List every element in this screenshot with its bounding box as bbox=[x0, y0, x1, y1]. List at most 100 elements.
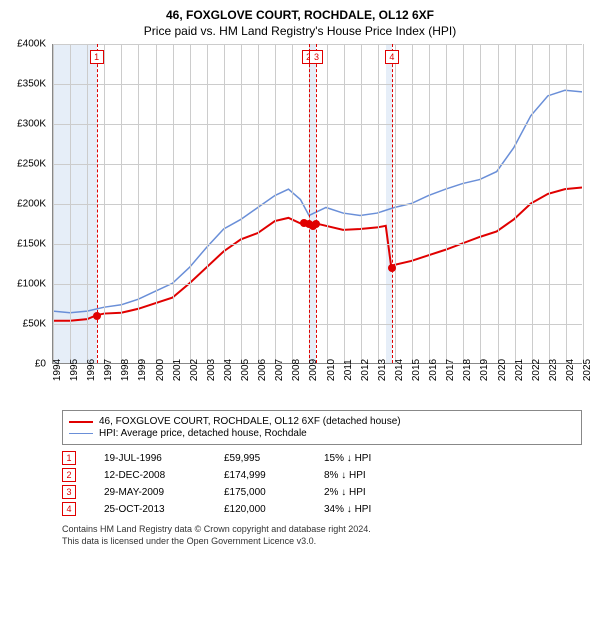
x-tick-label: 2005 bbox=[240, 359, 251, 381]
event-date: 25-OCT-2013 bbox=[104, 504, 224, 515]
x-tick-label: 2022 bbox=[531, 359, 542, 381]
x-tick-label: 2021 bbox=[514, 359, 525, 381]
grid-line-v bbox=[566, 44, 567, 363]
legend-item: HPI: Average price, detached house, Roch… bbox=[69, 428, 575, 439]
grid-line-v bbox=[156, 44, 157, 363]
grid-line-v bbox=[515, 44, 516, 363]
legend: 46, FOXGLOVE COURT, ROCHDALE, OL12 6XF (… bbox=[62, 410, 582, 445]
x-tick-label: 2025 bbox=[582, 359, 593, 381]
event-price: £175,000 bbox=[224, 487, 324, 498]
grid-line-v bbox=[53, 44, 54, 363]
marker-box: 4 bbox=[385, 50, 399, 64]
y-tick-label: £50K bbox=[23, 319, 46, 330]
event-price: £120,000 bbox=[224, 504, 324, 515]
grid-line-v bbox=[173, 44, 174, 363]
plot-area: 1234 bbox=[52, 44, 582, 364]
marker-line bbox=[392, 44, 393, 363]
x-tick-label: 2004 bbox=[223, 359, 234, 381]
events-table: 119-JUL-1996£59,99515% ↓ HPI 212-DEC-2008… bbox=[62, 451, 590, 516]
x-tick-label: 2013 bbox=[377, 359, 388, 381]
marker-line bbox=[309, 44, 310, 363]
y-tick-label: £350K bbox=[17, 79, 46, 90]
grid-line-h bbox=[53, 204, 582, 205]
x-tick-label: 2003 bbox=[206, 359, 217, 381]
x-tick-label: 2009 bbox=[308, 359, 319, 381]
grid-line-h bbox=[53, 164, 582, 165]
grid-line-v bbox=[498, 44, 499, 363]
grid-line-v bbox=[463, 44, 464, 363]
x-tick-label: 2016 bbox=[428, 359, 439, 381]
grid-line-v bbox=[583, 44, 584, 363]
x-tick-label: 2007 bbox=[274, 359, 285, 381]
grid-line-v bbox=[292, 44, 293, 363]
event-diff: 2% ↓ HPI bbox=[324, 487, 464, 498]
grid-line-v bbox=[344, 44, 345, 363]
footer-line2: This data is licensed under the Open Gov… bbox=[62, 536, 590, 548]
event-row: 119-JUL-1996£59,99515% ↓ HPI bbox=[62, 451, 590, 465]
grid-line-v bbox=[446, 44, 447, 363]
x-tick-label: 2010 bbox=[326, 359, 337, 381]
grid-line-v bbox=[121, 44, 122, 363]
x-tick-label: 2011 bbox=[343, 359, 354, 381]
event-diff: 34% ↓ HPI bbox=[324, 504, 464, 515]
y-axis: £0£50K£100K£150K£200K£250K£300K£350K£400… bbox=[10, 44, 50, 364]
y-tick-label: £300K bbox=[17, 119, 46, 130]
footer-line1: Contains HM Land Registry data © Crown c… bbox=[62, 524, 590, 536]
grid-line-v bbox=[207, 44, 208, 363]
x-tick-label: 1994 bbox=[52, 359, 63, 381]
grid-line-v bbox=[549, 44, 550, 363]
x-tick-label: 2015 bbox=[411, 359, 422, 381]
grid-line-v bbox=[87, 44, 88, 363]
event-num: 4 bbox=[62, 502, 76, 516]
sale-dot bbox=[93, 312, 101, 320]
grid-line-v bbox=[104, 44, 105, 363]
x-tick-label: 2019 bbox=[479, 359, 490, 381]
grid-line-h bbox=[53, 84, 582, 85]
grid-line-v bbox=[532, 44, 533, 363]
sale-dot bbox=[388, 264, 396, 272]
legend-item: 46, FOXGLOVE COURT, ROCHDALE, OL12 6XF (… bbox=[69, 416, 575, 427]
grid-line-v bbox=[224, 44, 225, 363]
marker-line bbox=[316, 44, 317, 363]
x-tick-label: 1998 bbox=[120, 359, 131, 381]
x-tick-label: 2023 bbox=[548, 359, 559, 381]
x-tick-label: 2024 bbox=[565, 359, 576, 381]
grid-line-h bbox=[53, 324, 582, 325]
grid-line-v bbox=[138, 44, 139, 363]
grid-line-v bbox=[429, 44, 430, 363]
event-date: 19-JUL-1996 bbox=[104, 453, 224, 464]
x-tick-label: 2018 bbox=[462, 359, 473, 381]
sale-dot bbox=[312, 220, 320, 228]
event-date: 29-MAY-2009 bbox=[104, 487, 224, 498]
event-price: £59,995 bbox=[224, 453, 324, 464]
x-tick-label: 1995 bbox=[69, 359, 80, 381]
event-price: £174,999 bbox=[224, 470, 324, 481]
grid-line-v bbox=[412, 44, 413, 363]
y-tick-label: £0 bbox=[35, 359, 46, 370]
legend-swatch bbox=[69, 433, 93, 434]
grid-line-v bbox=[361, 44, 362, 363]
event-row: 4 25-OCT-2013£120,00034% ↓ HPI bbox=[62, 502, 590, 516]
chart-area: £0£50K£100K£150K£200K£250K£300K£350K£400… bbox=[10, 44, 590, 404]
grid-line-h bbox=[53, 44, 582, 45]
y-tick-label: £100K bbox=[17, 279, 46, 290]
legend-label: HPI: Average price, detached house, Roch… bbox=[99, 428, 307, 439]
event-num: 2 bbox=[62, 468, 76, 482]
x-tick-label: 2017 bbox=[445, 359, 456, 381]
chart-container: 46, FOXGLOVE COURT, ROCHDALE, OL12 6XF P… bbox=[0, 0, 600, 620]
x-tick-label: 1999 bbox=[137, 359, 148, 381]
x-axis: 1994199519961997199819992000200120022003… bbox=[52, 364, 582, 404]
grid-line-h bbox=[53, 124, 582, 125]
x-tick-label: 2008 bbox=[291, 359, 302, 381]
chart-subtitle: Price paid vs. HM Land Registry's House … bbox=[10, 24, 590, 38]
event-diff: 8% ↓ HPI bbox=[324, 470, 464, 481]
grid-line-h bbox=[53, 284, 582, 285]
footer: Contains HM Land Registry data © Crown c… bbox=[62, 524, 590, 547]
x-tick-label: 2000 bbox=[155, 359, 166, 381]
grid-line-v bbox=[241, 44, 242, 363]
event-row: 329-MAY-2009£175,0002% ↓ HPI bbox=[62, 485, 590, 499]
event-row: 212-DEC-2008£174,9998% ↓ HPI bbox=[62, 468, 590, 482]
grid-line-v bbox=[480, 44, 481, 363]
grid-line-v bbox=[258, 44, 259, 363]
grid-line-v bbox=[275, 44, 276, 363]
